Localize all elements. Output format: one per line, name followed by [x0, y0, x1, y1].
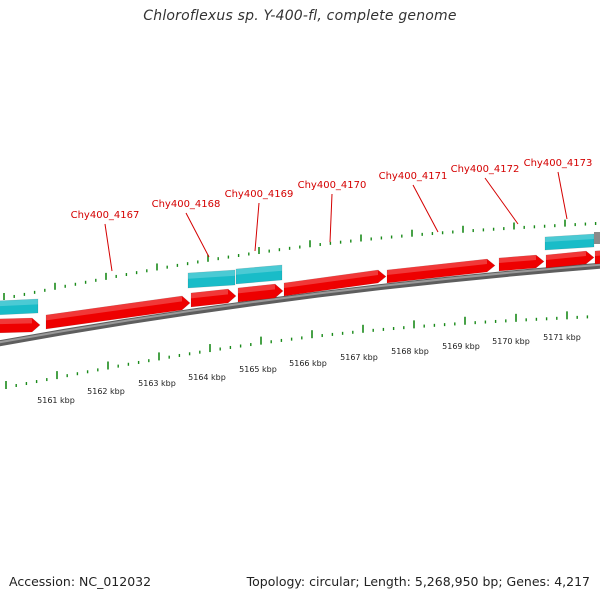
leader-line [185, 212, 210, 258]
gene-label: Chy400_4171 [379, 171, 448, 182]
gene-label: Chy400_4173 [524, 158, 593, 169]
label-leader-lines [104, 171, 568, 272]
kbp-label: 5170 kbp [492, 337, 530, 346]
kbp-label: 5165 kbp [239, 365, 277, 374]
gene-block-highlight [0, 299, 38, 307]
gene-arrow [498, 254, 545, 272]
kbp-label: 5162 kbp [87, 387, 125, 396]
gene-label: Chy400_4167 [71, 210, 140, 221]
gene-arrow [0, 317, 41, 334]
kbp-label: 5161 kbp [37, 396, 75, 405]
gene-arrow-highlight [238, 284, 275, 294]
gene-arrow [45, 295, 191, 330]
gene-block-grey [594, 232, 600, 244]
leader-line [484, 177, 519, 225]
gene-arrow-highlight [387, 259, 487, 275]
accession-text: Accession: NC_012032 [9, 574, 152, 589]
gene-arrow [545, 250, 595, 269]
gene-arrow-highlight [46, 296, 182, 321]
leader-line [329, 193, 333, 243]
gene-arrow-highlight [546, 251, 586, 260]
kbp-labels: 5161 kbp 5162 kbp 5163 kbp 5164 kbp 5165 kbp… [37, 333, 581, 405]
gene-label: Chy400_4172 [451, 164, 520, 175]
gene-label: Chy400_4168 [152, 199, 221, 210]
outer-tick-ring [3, 219, 597, 300]
map-title: Chloroflexus sp. Y-400-fl, complete geno… [143, 8, 457, 24]
kbp-label: 5163 kbp [138, 379, 176, 388]
gene-label: Chy400_4169 [225, 189, 294, 200]
gene-block [0, 298, 39, 316]
gene-arrow-highlight [191, 289, 228, 299]
kbp-label: 5169 kbp [442, 342, 480, 351]
kbp-label: 5167 kbp [340, 353, 378, 362]
leader-line [254, 202, 260, 252]
kbp-label: 5171 kbp [543, 333, 581, 342]
gene-arrow [283, 269, 387, 297]
leader-line [557, 171, 568, 220]
gene-block [235, 264, 283, 285]
gene-label: Chy400_4170 [298, 180, 367, 191]
genome-backbone [0, 262, 600, 347]
gene-arrow-highlight [499, 255, 536, 263]
gene-arrow [237, 283, 284, 303]
gene-arrow [190, 288, 237, 308]
gene-track [0, 232, 600, 334]
gene-block-highlight [188, 270, 235, 279]
leader-line [412, 184, 439, 233]
gene-block-highlight [545, 234, 594, 242]
gene-arrow-highlight [284, 270, 378, 288]
leader-line [104, 223, 113, 272]
inner-tick-ring [5, 311, 589, 389]
gene-arrow-highlight [595, 250, 600, 256]
gene-block-highlight [236, 265, 282, 275]
gene-arrow [386, 258, 496, 284]
kbp-label: 5166 kbp [289, 359, 327, 368]
gene-block [187, 269, 236, 289]
kbp-label: 5168 kbp [391, 347, 429, 356]
gene-arrow [594, 250, 600, 265]
gene-arrow-highlight [0, 318, 32, 325]
kbp-label: 5164 kbp [188, 373, 226, 382]
genome-summary-text: Topology: circular; Length: 5,268,950 bp… [246, 574, 590, 589]
gene-labels: Chy400_4167 Chy400_4168 Chy400_4169 Chy400_… [71, 158, 593, 221]
